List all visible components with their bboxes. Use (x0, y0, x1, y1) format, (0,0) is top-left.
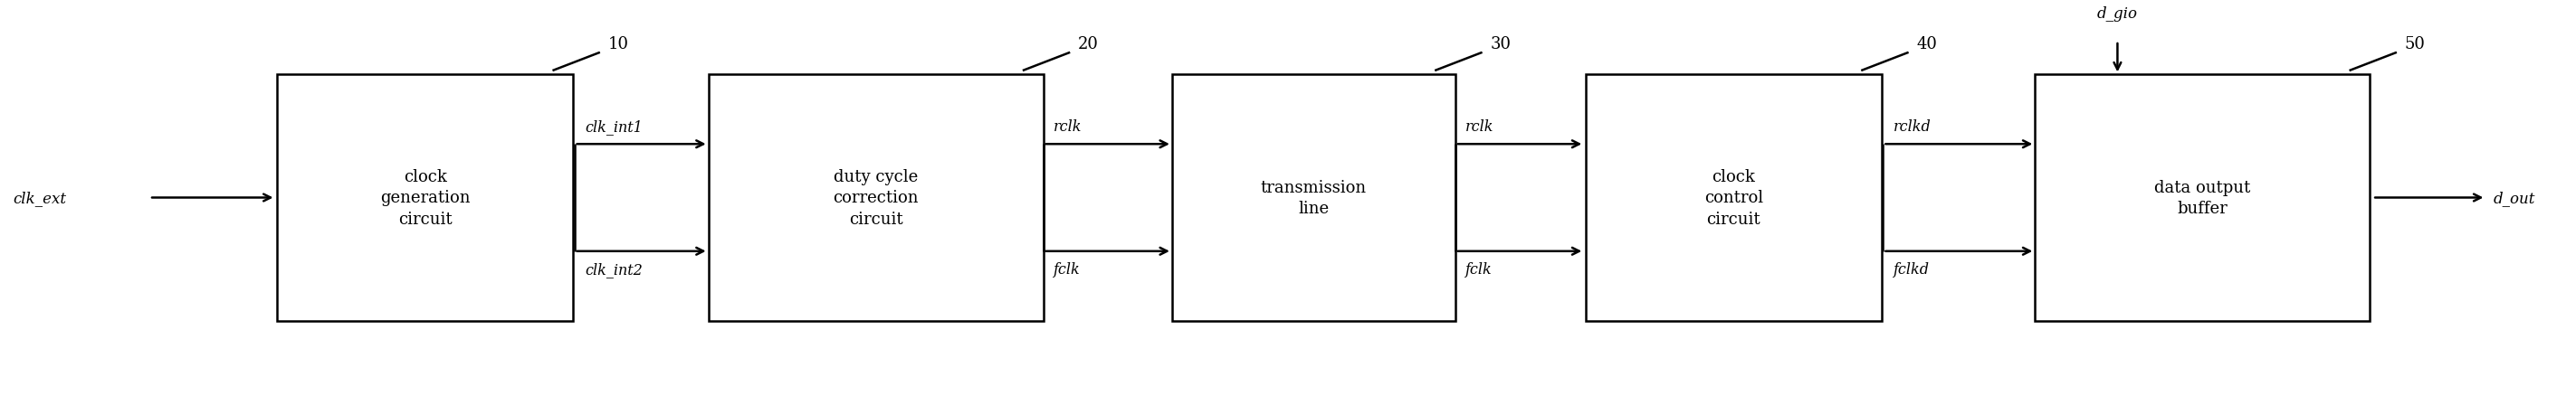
Bar (278, 75, 574, 321)
Text: 30: 30 (1489, 36, 1510, 52)
Text: d_gio: d_gio (2097, 6, 2138, 22)
Text: duty cycle
correction
circuit: duty cycle correction circuit (832, 169, 920, 227)
Text: 10: 10 (608, 36, 629, 52)
Text: data output
buffer: data output buffer (2154, 179, 2251, 217)
Text: rclkd: rclkd (1893, 119, 1932, 135)
Bar (2035, 75, 2370, 321)
Text: 40: 40 (1917, 36, 1937, 52)
Text: fclk: fclk (1466, 261, 1492, 277)
Text: clock
control
circuit: clock control circuit (1705, 169, 1762, 227)
Bar (708, 75, 1043, 321)
Text: 20: 20 (1077, 36, 1097, 52)
Text: clock
generation
circuit: clock generation circuit (381, 169, 469, 227)
Text: rclk: rclk (1466, 119, 1494, 135)
Bar (1587, 75, 1880, 321)
Text: 50: 50 (2403, 36, 2424, 52)
Text: fclkd: fclkd (1893, 261, 1929, 277)
Text: clk_int2: clk_int2 (585, 261, 641, 277)
Text: fclk: fclk (1054, 261, 1079, 277)
Text: d_out: d_out (2494, 190, 2535, 206)
Text: transmission
line: transmission line (1260, 179, 1368, 217)
Text: clk_int1: clk_int1 (585, 119, 641, 135)
Text: rclk: rclk (1054, 119, 1082, 135)
Text: clk_ext: clk_ext (13, 190, 67, 206)
Bar (1172, 75, 1455, 321)
